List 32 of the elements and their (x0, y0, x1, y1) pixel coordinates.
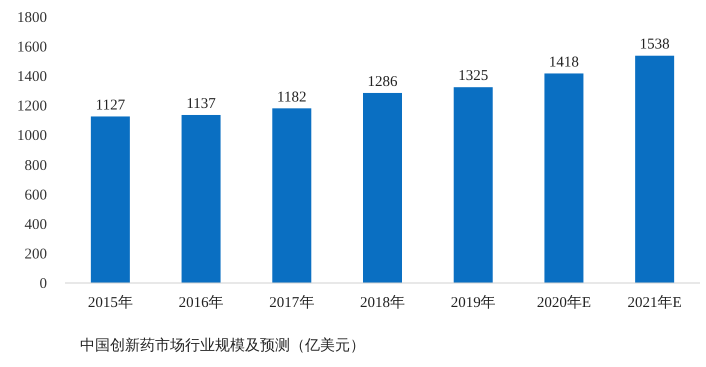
data-label: 1286 (368, 74, 398, 90)
bar (362, 92, 402, 283)
y-tick-label: 200 (24, 246, 47, 262)
x-tick-label: 2018年 (360, 294, 405, 311)
y-tick-label: 1600 (17, 40, 47, 56)
data-label: 1418 (548, 54, 579, 70)
x-tick-label: 2016年 (178, 294, 224, 311)
data-label: 1538 (640, 36, 670, 53)
bar (272, 108, 312, 283)
x-tick-label: 2020年E (536, 294, 592, 311)
data-label: 1182 (277, 89, 307, 106)
y-tick-label: 800 (24, 158, 47, 174)
y-tick-label: 0 (40, 276, 47, 292)
x-tick-label: 2021年E (628, 294, 682, 311)
data-label: 1127 (96, 97, 126, 114)
x-tick-label: 2015年 (88, 294, 133, 311)
x-tick-label: 2017年 (269, 294, 314, 311)
y-tick-label: 1800 (17, 10, 47, 26)
bar (182, 114, 221, 283)
bar (454, 87, 493, 283)
y-tick-label: 600 (24, 187, 47, 204)
bar (90, 116, 130, 283)
data-label: 1137 (186, 96, 216, 112)
bar (635, 56, 674, 283)
text: 中国创新药市场行业规模及预测（亿美元） (80, 336, 365, 354)
x-tick-label: 2019年 (450, 294, 496, 311)
y-tick-label: 1400 (17, 69, 47, 86)
y-tick-label: 1200 (17, 98, 47, 115)
bar (544, 73, 584, 283)
data-label: 1325 (458, 68, 488, 84)
y-tick-label: 1000 (17, 128, 47, 144)
y-tick-label: 400 (24, 216, 47, 233)
